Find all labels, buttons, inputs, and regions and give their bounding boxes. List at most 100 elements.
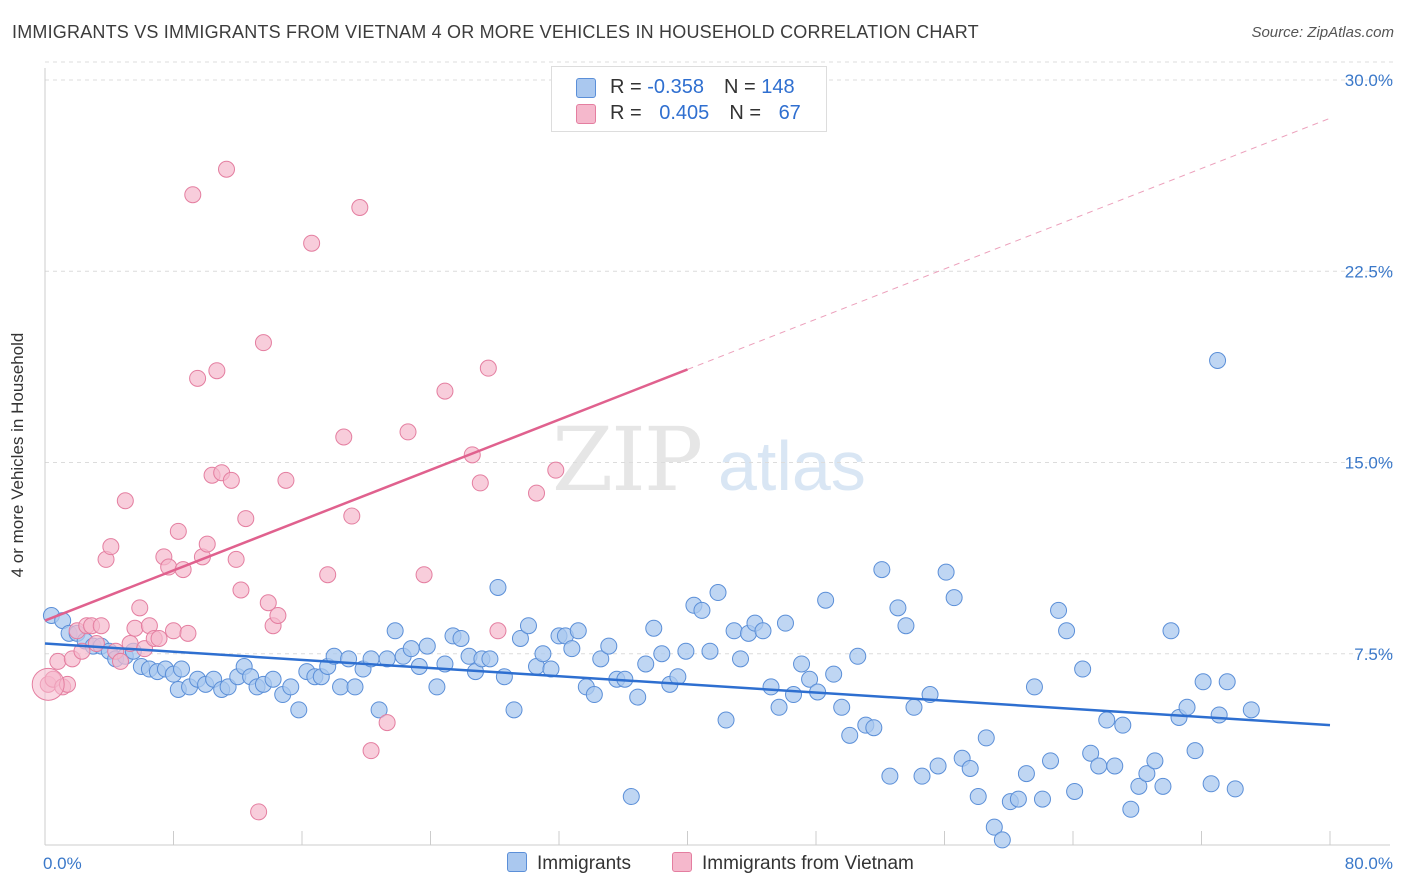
data-point-immigrants	[452, 629, 470, 647]
data-point-vietnam	[303, 234, 321, 252]
data-point-vietnam	[415, 566, 433, 584]
data-point-immigrants	[985, 818, 1003, 836]
data-point-vietnam	[547, 461, 565, 479]
legend-n-label: N =	[723, 76, 762, 98]
data-point-vietnam	[208, 362, 226, 380]
data-point-immigrants	[969, 788, 987, 806]
data-point-vietnam	[218, 160, 236, 178]
data-point-immigrants	[592, 650, 610, 668]
data-point-immigrants	[1202, 775, 1220, 793]
data-point-immigrants	[585, 686, 603, 704]
data-point-immigrants	[905, 698, 923, 716]
data-point-immigrants	[645, 619, 663, 637]
data-point-immigrants	[637, 655, 655, 673]
data-point-vietnam	[436, 382, 454, 400]
data-point-immigrants	[653, 645, 671, 663]
data-point-immigrants	[929, 757, 947, 775]
bottom-legend-label: Immigrants	[537, 853, 631, 874]
data-point-immigrants	[1033, 790, 1051, 808]
y-tick-label: 22.5%	[1345, 262, 1393, 281]
data-point-immigrants	[629, 688, 647, 706]
data-point-vietnam	[343, 507, 361, 525]
data-point-immigrants	[386, 622, 404, 640]
data-point-vietnam	[102, 538, 120, 556]
data-point-immigrants	[511, 629, 529, 647]
data-point-immigrants	[1242, 701, 1260, 719]
data-point-vietnam	[479, 359, 497, 377]
data-point-immigrants	[428, 678, 446, 696]
data-point-immigrants	[346, 678, 364, 696]
data-point-immigrants	[873, 561, 891, 579]
data-point-vietnam	[362, 742, 380, 760]
data-point-vietnam	[126, 619, 144, 637]
data-point-immigrants	[1146, 752, 1164, 770]
data-point-vietnam	[111, 652, 129, 670]
data-point-immigrants	[282, 678, 300, 696]
data-point-vietnam	[87, 635, 105, 653]
data-point-immigrants	[754, 622, 772, 640]
legend-n-label: N =	[729, 102, 767, 124]
data-point-vietnam	[49, 652, 67, 670]
data-point-immigrants	[732, 650, 750, 668]
data-point-immigrants	[370, 701, 388, 719]
stats-legend: R = -0.358 N = 148 R = 0.405 N = 67	[551, 66, 827, 132]
data-point-immigrants	[825, 665, 843, 683]
data-point-vietnam	[198, 535, 216, 553]
data-point-vietnam	[92, 617, 110, 635]
data-point-vietnam	[351, 199, 369, 216]
data-point-vietnam	[150, 629, 168, 647]
data-point-immigrants	[770, 698, 788, 716]
data-point-vietnam	[179, 624, 197, 642]
data-point-vietnam	[471, 474, 489, 492]
data-point-immigrants	[1066, 782, 1084, 800]
bottom-legend-swatch-blue	[507, 852, 527, 872]
legend-r-label: R =	[610, 102, 648, 124]
data-point-immigrants	[717, 711, 735, 729]
data-point-immigrants	[776, 614, 794, 632]
data-point-immigrants	[1122, 800, 1140, 818]
watermark-atlas: atlas	[718, 427, 866, 505]
data-point-immigrants	[481, 650, 499, 668]
data-point-immigrants	[1050, 601, 1068, 619]
data-point-immigrants	[1009, 790, 1027, 808]
data-point-immigrants	[1162, 622, 1180, 640]
source-label: Source: ZipAtlas.com	[1251, 24, 1394, 41]
data-point-immigrants	[977, 729, 995, 747]
data-point-immigrants	[1154, 777, 1172, 795]
chart-title: IMMIGRANTS VS IMMIGRANTS FROM VIETNAM 4 …	[12, 22, 979, 42]
bottom-legend-vietnam: Immigrants from Vietnam	[672, 852, 914, 875]
data-point-vietnam	[319, 566, 337, 584]
data-point-immigrants	[173, 660, 191, 678]
watermark-zip: ZIP	[552, 408, 703, 511]
data-point-immigrants	[841, 726, 859, 744]
data-point-immigrants	[913, 767, 931, 785]
data-point-vietnam	[131, 599, 149, 617]
data-point-immigrants	[897, 617, 915, 635]
data-point-immigrants	[534, 645, 552, 663]
data-point-vietnam	[399, 423, 417, 441]
data-point-immigrants	[542, 660, 560, 678]
data-point-vietnam	[378, 714, 396, 732]
data-point-vietnam	[250, 803, 268, 821]
trendline-immigrants	[44, 642, 1331, 727]
data-point-vietnam	[222, 471, 240, 489]
data-point-immigrants	[600, 637, 618, 655]
data-point-immigrants	[881, 767, 899, 785]
data-point-vietnam	[116, 492, 134, 510]
data-point-immigrants	[569, 622, 587, 640]
data-point-immigrants	[495, 668, 513, 686]
data-point-immigrants	[1210, 706, 1228, 724]
bottom-legend-label: Immigrants from Vietnam	[702, 853, 914, 874]
data-point-immigrants	[1042, 752, 1060, 770]
data-point-vietnam	[169, 522, 187, 540]
data-point-vietnam	[254, 334, 272, 352]
data-point-vietnam	[184, 186, 202, 204]
data-point-immigrants	[785, 686, 803, 704]
data-point-immigrants	[1025, 678, 1043, 696]
bottom-legend-swatch-pink	[672, 852, 692, 872]
data-point-immigrants	[725, 622, 743, 640]
data-point-immigrants	[889, 599, 907, 617]
data-point-immigrants	[1082, 744, 1100, 762]
bottom-legend-immigrants: Immigrants	[507, 852, 631, 875]
